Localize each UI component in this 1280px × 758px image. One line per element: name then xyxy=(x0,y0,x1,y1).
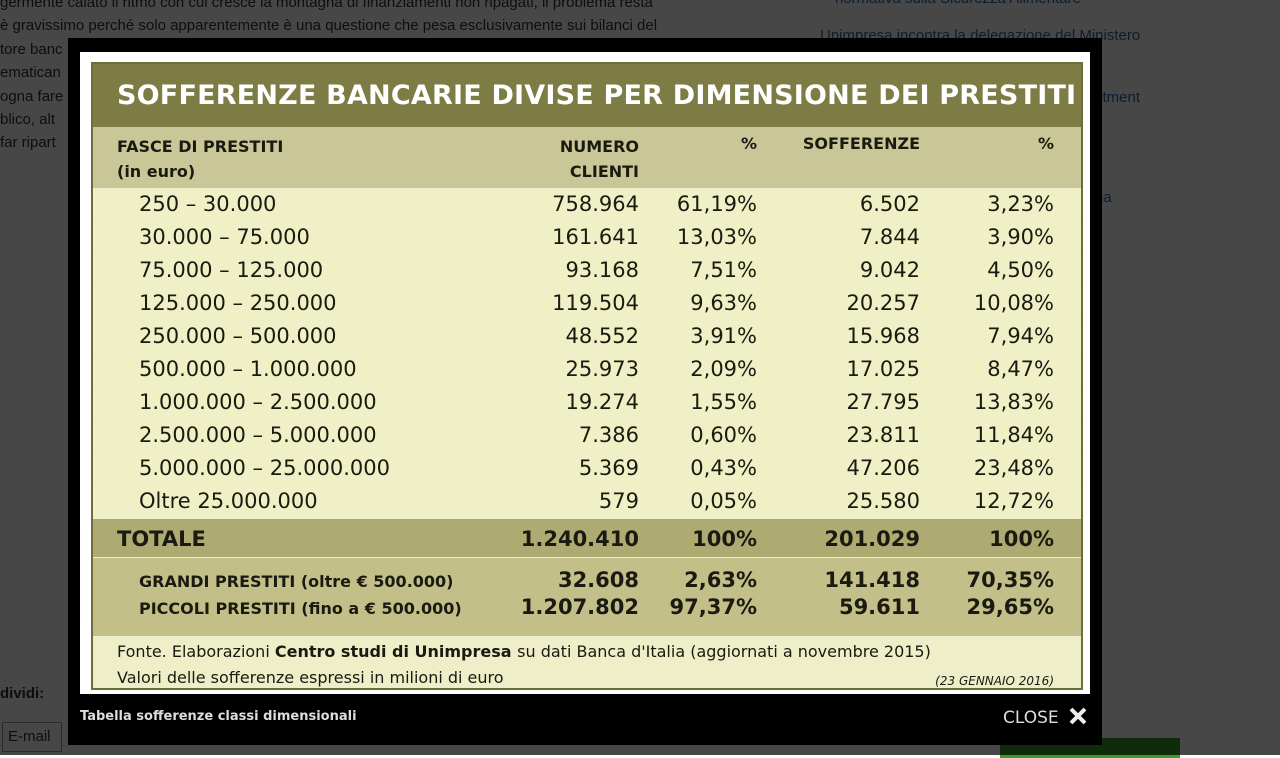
row-band xyxy=(93,189,1081,220)
table-cell: 7.844 xyxy=(859,225,920,249)
table-cell: Oltre 25.000.000 xyxy=(139,489,318,513)
table-cell: 758.964 xyxy=(552,192,639,216)
total-band xyxy=(93,519,1081,557)
table-cell: 0,05% xyxy=(690,489,757,513)
header-cell: SOFFERENZE xyxy=(802,134,920,153)
table-cell: 250 – 30.000 xyxy=(139,192,277,216)
table-cell: 8,47% xyxy=(987,357,1054,381)
table-cell: 20.257 xyxy=(846,291,920,315)
group-cell: 29,65% xyxy=(966,595,1054,619)
table-cell: 75.000 – 125.000 xyxy=(139,258,324,282)
table-cell: 119.504 xyxy=(552,291,639,315)
table-cell: 2,09% xyxy=(690,357,757,381)
table-cell: 3,90% xyxy=(987,225,1054,249)
table-cell: 7,94% xyxy=(987,324,1054,348)
table-cell: 5.369 xyxy=(578,456,639,480)
group-cell: 70,35% xyxy=(966,568,1054,592)
group-cell: GRANDI PRESTITI (oltre € 500.000) xyxy=(139,572,454,591)
row-band xyxy=(93,354,1081,385)
close-button[interactable]: CLOSE xyxy=(1003,706,1088,728)
row-band xyxy=(93,420,1081,451)
note-line: Valori delle sofferenze espressi in mili… xyxy=(117,668,504,687)
table-cell: 9.042 xyxy=(859,258,920,282)
table-cell: 7,51% xyxy=(690,258,757,282)
table-cell: 12,72% xyxy=(973,489,1054,513)
table-cell: 250.000 – 500.000 xyxy=(139,324,337,348)
table-cell: 3,91% xyxy=(690,324,757,348)
header-cell: NUMERO CLIENTI xyxy=(559,137,639,181)
group-cell: 2,63% xyxy=(684,568,757,592)
table-cell: 2.500.000 – 5.000.000 xyxy=(139,423,377,447)
table-image: SOFFERENZE BANCARIE DIVISE PER DIMENSION… xyxy=(91,62,1083,690)
table-cell: 23,48% xyxy=(973,456,1054,480)
table-cell: 15.968 xyxy=(846,324,920,348)
group-cell: 141.418 xyxy=(824,568,920,592)
table-title: SOFFERENZE BANCARIE DIVISE PER DIMENSION… xyxy=(117,80,1077,111)
group-cell: 59.611 xyxy=(838,595,920,619)
row-band xyxy=(93,222,1081,253)
total-cell: 100% xyxy=(692,527,757,551)
table-cell: 6.502 xyxy=(859,192,920,216)
table-cell: 13,03% xyxy=(676,225,757,249)
total-cell: TOTALE xyxy=(117,527,206,551)
table-cell: 5.000.000 – 25.000.000 xyxy=(139,456,390,480)
header-cell: % xyxy=(740,134,757,153)
row-band xyxy=(93,387,1081,418)
lightbox: SOFFERENZE BANCARIE DIVISE PER DIMENSION… xyxy=(68,38,1102,745)
table-cell: 3,23% xyxy=(987,192,1054,216)
table-cell: 47.206 xyxy=(846,456,920,480)
group-cell: 32.608 xyxy=(557,568,639,592)
table-cell: 10,08% xyxy=(973,291,1054,315)
table-cell: 125.000 – 250.000 xyxy=(139,291,337,315)
table-cell: 9,63% xyxy=(690,291,757,315)
table-cell: 7.386 xyxy=(578,423,639,447)
table-cell: 500.000 – 1.000.000 xyxy=(139,357,357,381)
date-label: (23 GENNAIO 2016) xyxy=(935,674,1054,688)
table-cell: 48.552 xyxy=(565,324,639,348)
close-icon xyxy=(1069,707,1087,725)
source-part: su dati Banca d'Italia (aggiornati a nov… xyxy=(517,642,931,661)
caption: Tabella sofferenze classi dimensionali xyxy=(80,709,357,724)
source-line: Fonte. Elaborazioni Centro studi di Unim… xyxy=(117,642,931,661)
table-cell: 161.641 xyxy=(552,225,639,249)
table-cell: 1.000.000 – 2.500.000 xyxy=(139,390,377,414)
total-cell: 1.240.410 xyxy=(520,527,639,551)
table-cell: 1,55% xyxy=(690,390,757,414)
row-band xyxy=(93,453,1081,484)
header-cell: FASCE DI PRESTITI (in euro) xyxy=(117,137,284,181)
table-cell: 17.025 xyxy=(846,357,920,381)
table-cell: 0,43% xyxy=(690,456,757,480)
group-cell: 1.207.802 xyxy=(520,595,639,619)
total-cell: 100% xyxy=(989,527,1054,551)
title-band xyxy=(93,64,1081,127)
header-cell: % xyxy=(1037,134,1054,153)
source-part: Fonte. Elaborazioni xyxy=(117,642,275,661)
group-cell: PICCOLI PRESTITI (fino a € 500.000) xyxy=(139,599,462,618)
table-cell: 0,60% xyxy=(690,423,757,447)
close-label: CLOSE xyxy=(1003,708,1059,728)
row-band xyxy=(93,288,1081,319)
groups-band xyxy=(93,558,1081,636)
row-band xyxy=(93,255,1081,286)
table-cell: 30.000 – 75.000 xyxy=(139,225,310,249)
table-cell: 579 xyxy=(598,489,639,513)
row-band xyxy=(93,321,1081,352)
total-cell: 201.029 xyxy=(824,527,920,551)
table-cell: 13,83% xyxy=(973,390,1054,414)
table-cell: 61,19% xyxy=(676,192,757,216)
image-frame: SOFFERENZE BANCARIE DIVISE PER DIMENSION… xyxy=(80,52,1090,694)
row-band xyxy=(93,486,1081,517)
group-cell: 97,37% xyxy=(669,595,757,619)
table-cell: 25.580 xyxy=(846,489,920,513)
table-cell: 25.973 xyxy=(565,357,639,381)
table-cell: 27.795 xyxy=(846,390,920,414)
table-cell: 23.811 xyxy=(846,423,920,447)
table-cell: 11,84% xyxy=(973,423,1054,447)
table-cell: 19.274 xyxy=(565,390,639,414)
source-part: Centro studi di Unimpresa xyxy=(274,642,518,661)
table-cell: 93.168 xyxy=(565,258,639,282)
table-cell: 4,50% xyxy=(987,258,1054,282)
header-band xyxy=(93,127,1081,188)
